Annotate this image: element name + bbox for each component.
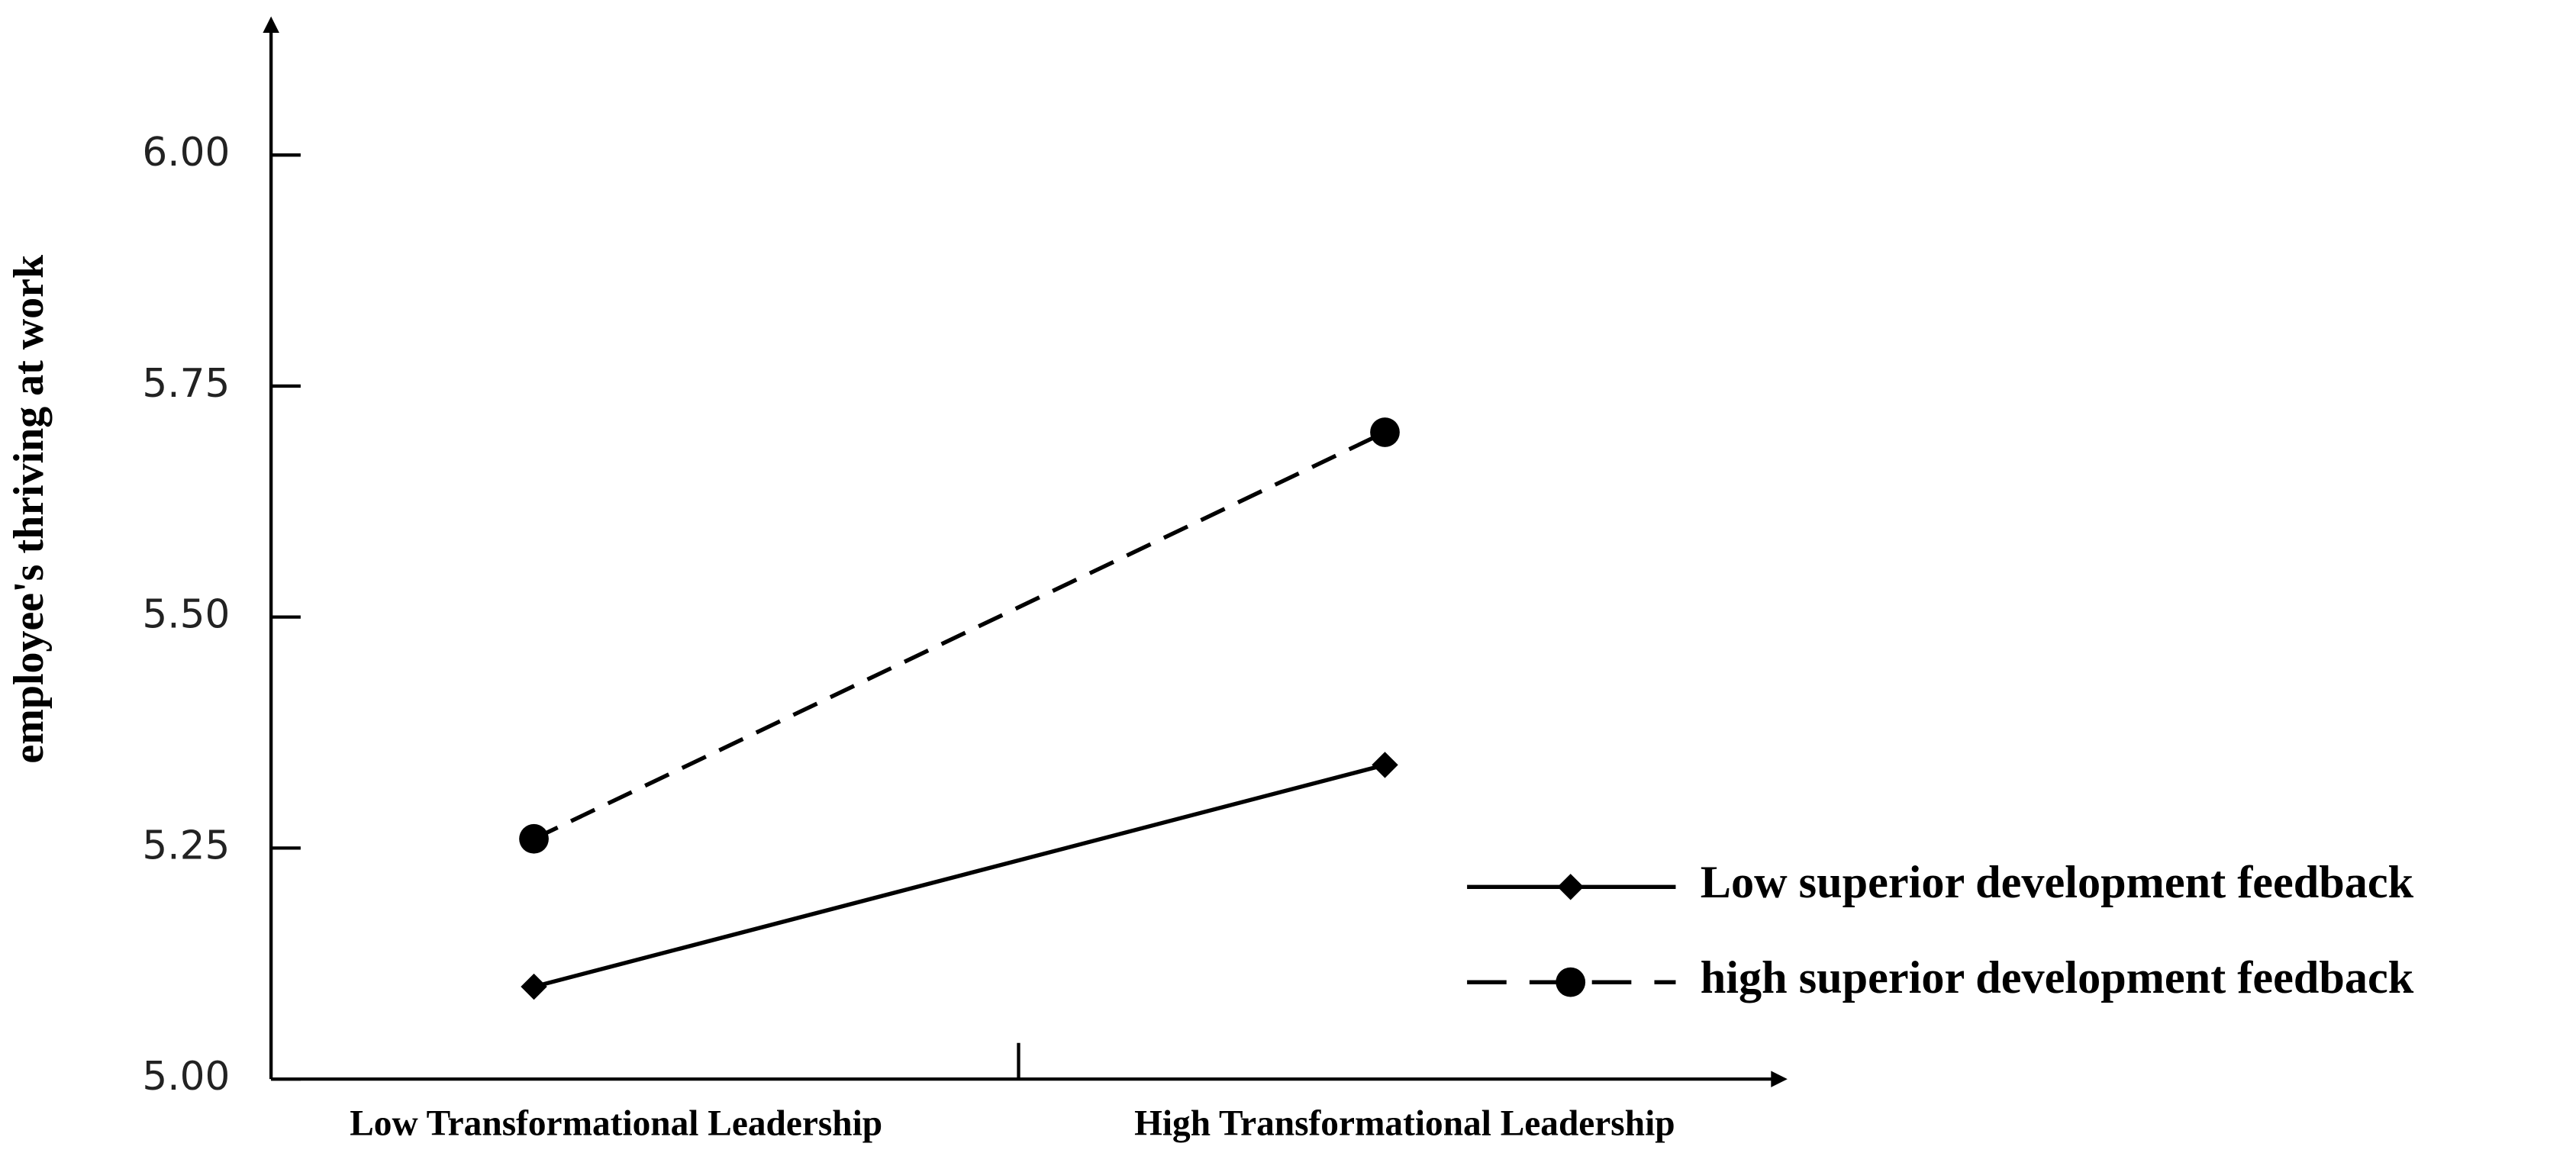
x-axis-arrow <box>1771 1071 1788 1087</box>
data-point <box>1370 417 1400 447</box>
legend-marker <box>1557 874 1584 900</box>
y-axis-arrow <box>263 16 279 34</box>
legend-label: high superior development feedback <box>1701 952 2414 1003</box>
data-point <box>1372 752 1398 778</box>
y-tick-label: 5.75 <box>142 361 230 407</box>
y-tick-label: 5.25 <box>142 823 230 868</box>
series-line <box>533 762 1386 989</box>
legend-label: Low superior development feedback <box>1701 857 2414 908</box>
legend-marker <box>1556 967 1586 997</box>
y-axis-label: employee's thriving at work <box>5 254 53 764</box>
data-point <box>521 973 547 1000</box>
y-tick-label: 6.00 <box>142 130 230 176</box>
y-tick-label: 5.00 <box>142 1054 230 1100</box>
x-tick-label: High Transformational Leadership <box>1134 1103 1675 1143</box>
series-line <box>533 430 1386 841</box>
x-tick-label: Low Transformational Leadership <box>350 1103 882 1143</box>
data-point <box>519 823 549 854</box>
y-tick-label: 5.50 <box>142 592 230 638</box>
